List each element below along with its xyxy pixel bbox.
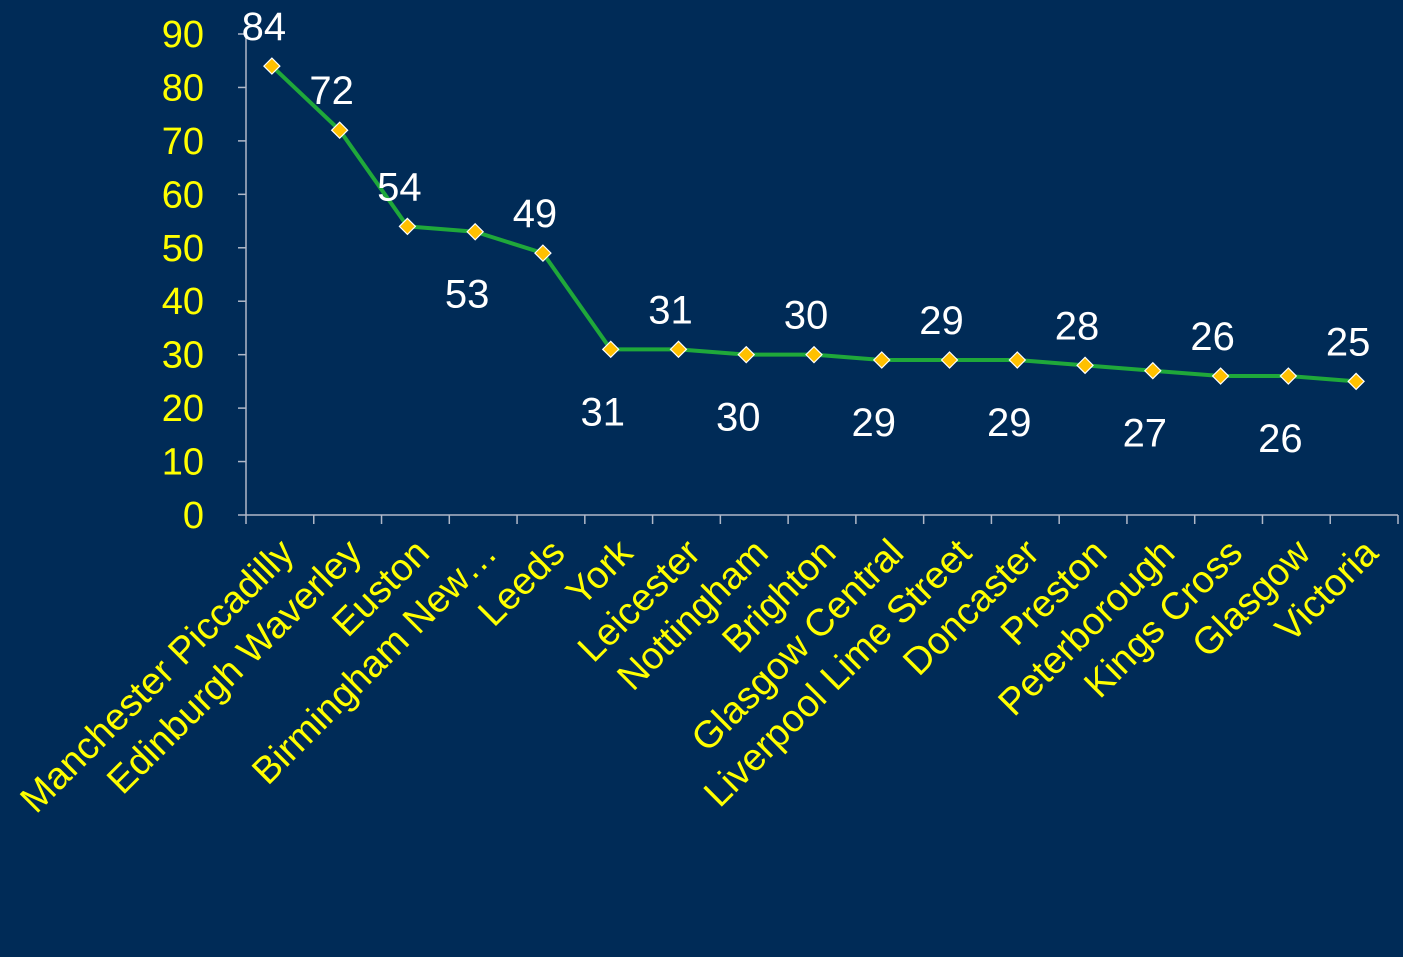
y-tick-label: 60 xyxy=(162,174,204,216)
data-label: 31 xyxy=(648,288,693,332)
data-point-marker xyxy=(1008,351,1027,369)
y-tick-label: 0 xyxy=(183,495,204,537)
y-axis-ticks: 0 10 20 30 40 50 60 70 80 90 xyxy=(162,14,246,537)
data-point-marker xyxy=(872,351,891,369)
data-point-marker xyxy=(669,340,688,359)
data-point-marker xyxy=(805,345,823,364)
data-label: 49 xyxy=(513,192,558,236)
data-label: 72 xyxy=(309,69,354,113)
data-point-marker xyxy=(1347,372,1365,391)
y-tick-label: 90 xyxy=(162,14,204,56)
data-point-marker xyxy=(737,345,756,364)
data-label: 26 xyxy=(1258,417,1303,461)
data-point-marker xyxy=(398,217,417,236)
series-markers xyxy=(263,57,1365,391)
y-tick-label: 10 xyxy=(162,442,204,484)
data-point-marker xyxy=(1211,367,1230,385)
data-label: 25 xyxy=(1326,320,1371,364)
data-point-marker xyxy=(1076,356,1094,375)
y-tick-label: 80 xyxy=(162,67,204,109)
data-label: 54 xyxy=(377,165,422,209)
data-point-marker xyxy=(1279,367,1298,385)
data-label: 29 xyxy=(852,401,897,445)
data-label: 84 xyxy=(242,5,287,49)
data-label: 53 xyxy=(445,273,490,317)
data-point-marker xyxy=(601,340,620,359)
data-point-marker xyxy=(1143,361,1162,380)
y-tick-label: 50 xyxy=(162,228,204,270)
data-label: 31 xyxy=(580,390,625,434)
data-label: 30 xyxy=(716,396,761,440)
chart-axes xyxy=(245,34,1398,516)
data-point-marker xyxy=(330,121,349,140)
y-tick-label: 40 xyxy=(162,281,204,323)
y-tick-label: 30 xyxy=(162,335,204,377)
data-label: 28 xyxy=(1055,304,1100,348)
y-tick-label: 20 xyxy=(162,388,204,430)
data-label: 30 xyxy=(784,294,829,338)
data-point-marker xyxy=(534,244,552,262)
data-labels: 84 72 54 53 49 31 31 30 30 29 29 29 28 27 26 26 25 xyxy=(242,5,1371,461)
data-label: 27 xyxy=(1123,412,1168,456)
data-label: 29 xyxy=(987,401,1032,445)
data-label: 26 xyxy=(1190,315,1235,359)
data-label: 29 xyxy=(919,299,964,343)
data-point-marker xyxy=(466,222,485,241)
data-point-marker xyxy=(263,57,281,75)
y-tick-label: 70 xyxy=(162,121,204,163)
data-point-marker xyxy=(940,351,959,369)
